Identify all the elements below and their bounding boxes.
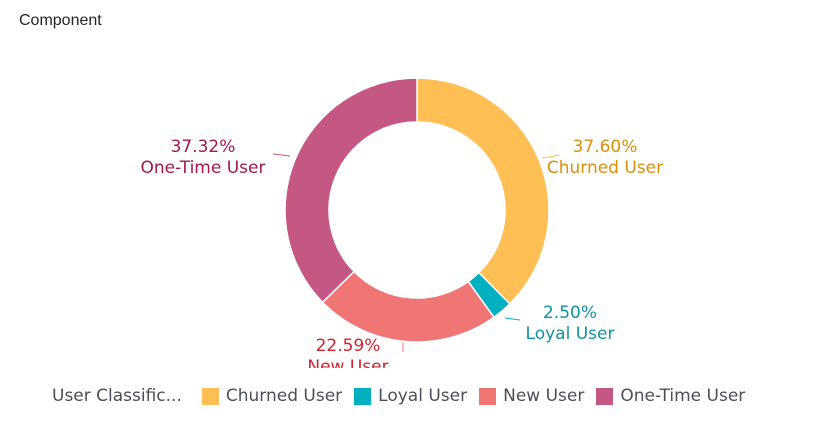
data-label-percent: 37.60%	[573, 137, 638, 157]
leader-line	[541, 154, 561, 159]
data-label-percent: 2.50%	[543, 303, 597, 323]
legend-label: Loyal User	[378, 386, 468, 406]
legend-item[interactable]: Loyal User	[354, 386, 467, 406]
legend-item[interactable]: New User	[479, 386, 584, 406]
legend-label: One-Time User	[620, 386, 746, 406]
data-label-percent: 37.32%	[171, 137, 236, 157]
legend-swatch	[596, 387, 614, 405]
data-label-percent: 22.59%	[316, 336, 381, 356]
legend-swatch	[354, 387, 372, 405]
legend-label: Churned User	[225, 386, 343, 406]
data-label-category: Loyal User	[526, 324, 615, 344]
chart-area: 37.60% Churned User 2.50% Loyal User 22.59% N…	[0, 60, 834, 368]
legend-item[interactable]: Churned User	[201, 386, 343, 406]
data-label-category: New User	[307, 357, 388, 368]
data-label-category: One-Time User	[141, 158, 266, 178]
leader-line	[504, 317, 521, 321]
legend-swatch	[201, 387, 219, 405]
slice-new-user[interactable]	[321, 270, 495, 343]
legend-title: User Classific...	[52, 386, 182, 406]
legend-label: New User	[503, 386, 585, 406]
visual-title: Component	[19, 12, 102, 29]
legend-swatch	[479, 387, 497, 405]
data-label-category: Churned User	[547, 158, 663, 178]
slice-churned-user[interactable]	[416, 77, 550, 305]
leader-line	[272, 153, 291, 157]
legend-item[interactable]: One-Time User	[596, 386, 745, 406]
legend: User Classific... Churned User Loyal User…	[52, 386, 757, 406]
slice-one-time-user[interactable]	[284, 77, 418, 304]
donut-chart: 37.60%Churned User 2.50%Loyal User 22.59%N…	[141, 77, 663, 368]
